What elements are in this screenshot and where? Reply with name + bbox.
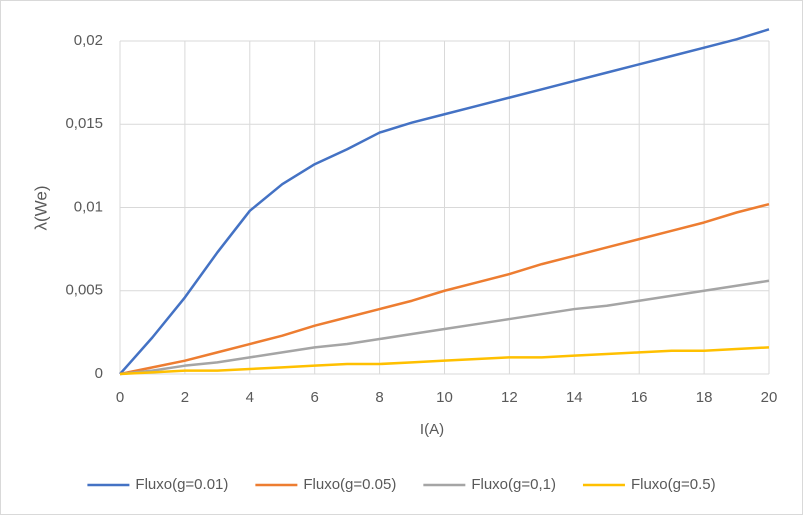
x-tick-label: 20 (761, 389, 778, 406)
y-tick-label: 0,015 (65, 115, 103, 132)
x-tick-label: 12 (501, 389, 518, 406)
x-tick-label: 4 (246, 389, 254, 406)
legend-label: Fluxo(g=0,1) (471, 476, 556, 493)
legend-label: Fluxo(g=0.05) (303, 476, 396, 493)
y-tick-label: 0,005 (65, 282, 103, 299)
x-tick-label: 10 (436, 389, 453, 406)
y-tick-label: 0 (95, 365, 103, 382)
series-line (119, 28, 770, 375)
x-tick-label: 0 (116, 389, 124, 406)
x-tick-label: 6 (311, 389, 319, 406)
legend-label: Fluxo(g=0.5) (631, 476, 716, 493)
x-tick-label: 8 (375, 389, 383, 406)
series-line (119, 202, 770, 376)
y-tick-label: 0,02 (74, 32, 103, 49)
x-tick-label: 16 (631, 389, 648, 406)
y-tick-label: 0,01 (74, 198, 103, 215)
x-tick-label: 18 (696, 389, 713, 406)
series-line (119, 346, 770, 376)
legend-label: Fluxo(g=0.01) (135, 476, 228, 493)
y-axis-label: λ(We) (31, 185, 50, 230)
x-tick-label: 14 (566, 389, 583, 406)
x-axis-label: I(A) (420, 421, 444, 438)
series-line (119, 279, 770, 376)
x-tick-label: 2 (181, 389, 189, 406)
